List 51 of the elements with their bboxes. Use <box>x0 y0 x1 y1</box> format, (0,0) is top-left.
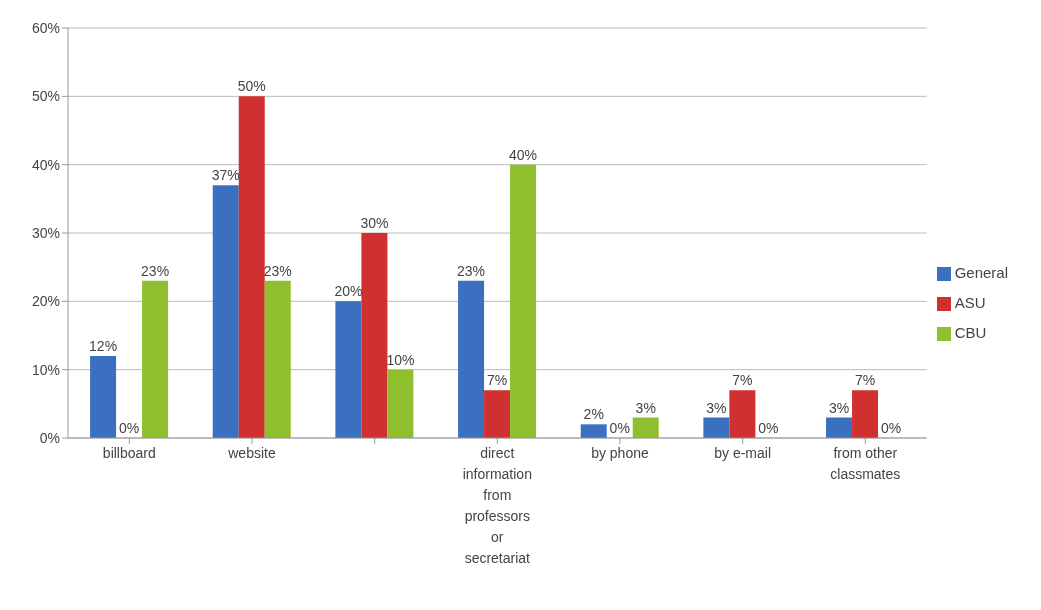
y-tick-label: 20% <box>31 293 60 310</box>
bar <box>632 417 659 438</box>
bar <box>729 390 756 438</box>
data-label: 3% <box>706 399 727 416</box>
data-label: 23% <box>457 262 486 279</box>
bar <box>580 424 607 438</box>
bar <box>264 280 291 438</box>
data-label: 0% <box>880 419 902 436</box>
bar <box>335 301 362 438</box>
data-label: 7% <box>854 372 876 389</box>
data-label: 10% <box>386 351 415 368</box>
bar <box>90 356 117 438</box>
bar <box>387 369 414 438</box>
data-label: 0% <box>609 419 630 436</box>
x-tick-label: by phone <box>591 445 649 461</box>
data-label: 7% <box>486 372 508 389</box>
data-label: 0% <box>118 419 140 436</box>
bar <box>703 417 730 438</box>
bar <box>238 96 265 438</box>
bar <box>361 233 388 438</box>
bar <box>484 390 511 438</box>
data-label: 40% <box>509 146 538 163</box>
y-tick-label: 0% <box>39 429 60 446</box>
legend-label: ASU <box>954 294 986 311</box>
data-label: 2% <box>583 406 604 423</box>
bar <box>826 417 853 438</box>
bar <box>458 280 485 438</box>
y-tick-label: 50% <box>31 88 60 105</box>
data-label: 3% <box>635 399 656 416</box>
bar <box>852 390 879 438</box>
data-label: 12% <box>89 338 118 354</box>
data-label: 7% <box>732 372 753 389</box>
x-tick-label: website <box>227 445 276 461</box>
x-tick-label: from other classmates <box>830 445 901 482</box>
legend-label: General <box>954 264 1008 281</box>
y-tick-label: 10% <box>31 361 60 378</box>
bar <box>212 185 239 438</box>
bar <box>142 280 169 438</box>
y-tick-label: 60% <box>31 19 60 36</box>
x-tick-label: billboard <box>102 445 156 461</box>
legend-label: CBU <box>954 324 987 341</box>
bar <box>510 164 537 438</box>
x-tick-label: direct information from professors or secretariat <box>462 445 532 566</box>
data-label: 30% <box>360 215 389 231</box>
data-label: 0% <box>758 419 779 436</box>
data-label: 23% <box>141 262 170 279</box>
y-tick-label: 40% <box>31 156 60 173</box>
data-label: 50% <box>237 78 266 95</box>
x-tick-label: by e-mail <box>714 445 772 461</box>
y-tick-label: 30% <box>31 224 60 241</box>
data-label: 3% <box>828 399 850 416</box>
